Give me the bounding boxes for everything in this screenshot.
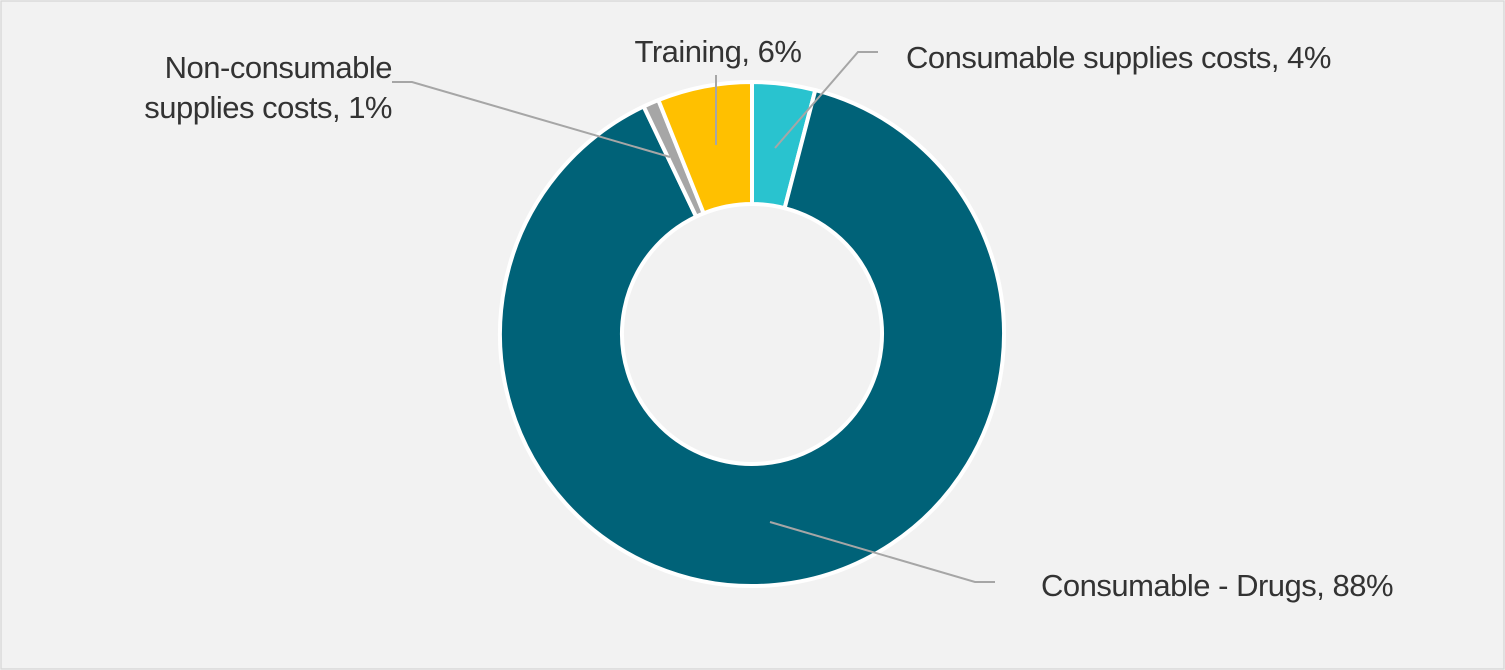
data-labels-group: Consumable supplies costs, 4% Consumable … xyxy=(144,34,1393,603)
data-label-line: supplies costs, 1% xyxy=(144,90,392,125)
slice-consumable-drugs xyxy=(498,88,1006,588)
data-label-training: Training, 6% xyxy=(635,34,802,69)
leader-lines-group xyxy=(392,51,995,583)
data-label-line: Consumable - Drugs, 88% xyxy=(1041,568,1393,603)
leader-line-consumable-supplies xyxy=(774,51,878,149)
data-label-line: Training, 6% xyxy=(635,34,802,69)
leader-line-consumable-drugs xyxy=(769,521,995,583)
slices-group xyxy=(498,80,1006,588)
slice-training xyxy=(656,80,754,216)
data-label-consumable-supplies: Consumable supplies costs, 4% xyxy=(906,40,1331,75)
leader-line-non-consumable-supplies xyxy=(392,81,671,158)
data-label-line: Non-consumable xyxy=(165,50,392,85)
data-label-line: Consumable supplies costs, 4% xyxy=(906,40,1331,75)
data-label-non-consumable-supplies: Non-consumable supplies costs, 1% xyxy=(144,50,392,125)
data-label-consumable-drugs: Consumable - Drugs, 88% xyxy=(1041,568,1393,603)
